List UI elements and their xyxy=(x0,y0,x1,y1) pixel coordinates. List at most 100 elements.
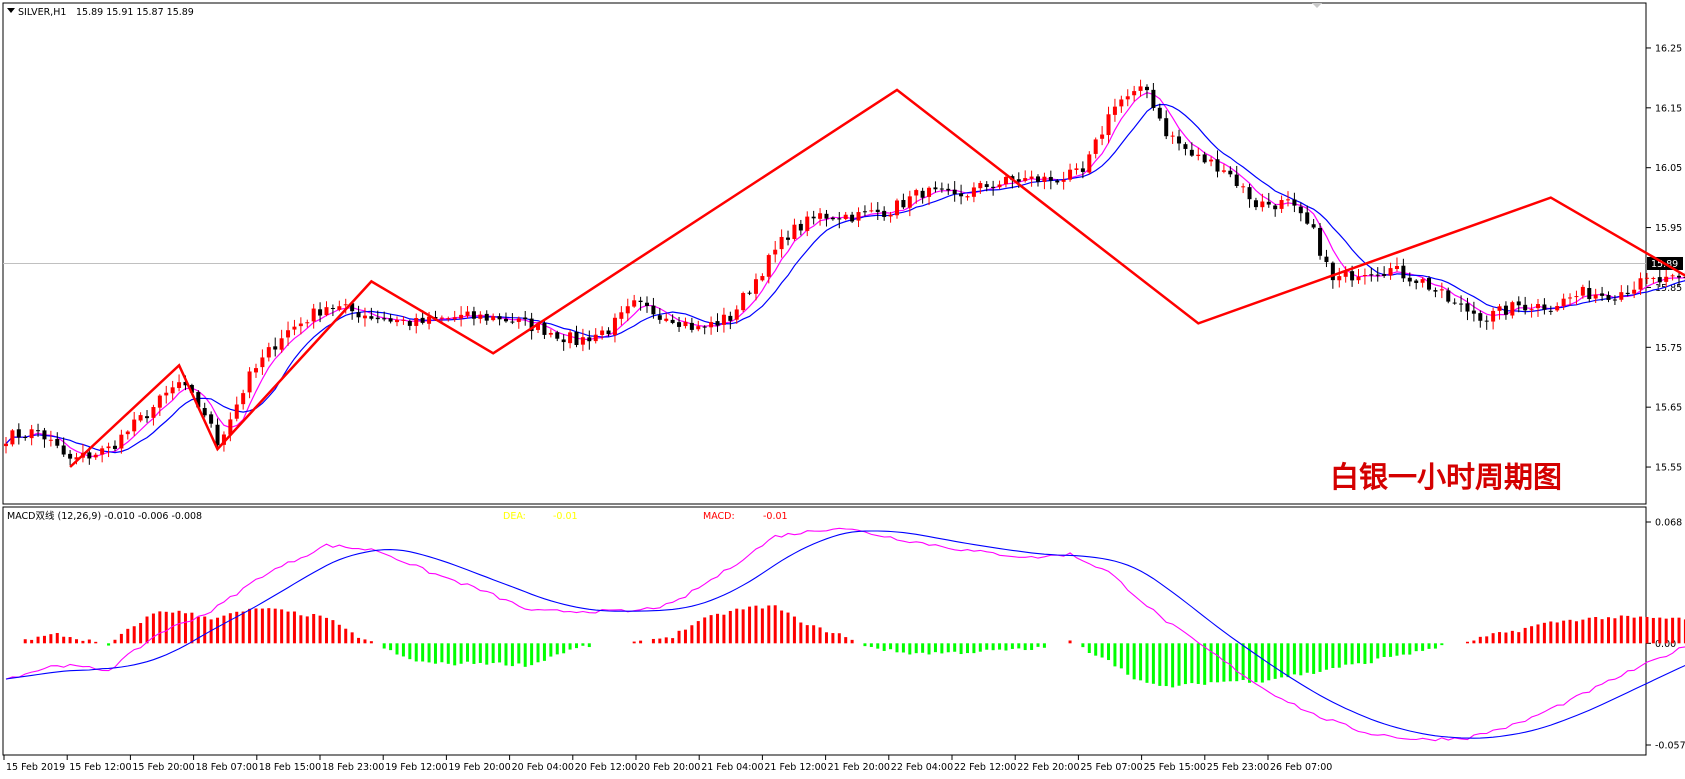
dropdown-triangle-icon[interactable] xyxy=(7,8,15,13)
candle xyxy=(1183,142,1188,156)
macd-hist-bar xyxy=(1036,643,1040,647)
macd-hist-bar xyxy=(1318,643,1322,672)
macd-hist-bar xyxy=(760,608,764,644)
macd-hist-bar xyxy=(703,617,707,644)
candle-body xyxy=(657,315,662,320)
candle-body xyxy=(555,332,560,339)
candle-body xyxy=(888,214,893,217)
candle-body xyxy=(1683,276,1685,278)
candle xyxy=(715,313,720,333)
candle xyxy=(1253,197,1258,211)
candle xyxy=(407,319,412,331)
candle-body xyxy=(753,279,758,294)
macd-hist-bar xyxy=(1414,643,1418,652)
candle-body xyxy=(183,381,188,386)
candle-body xyxy=(1042,176,1047,182)
candle-body xyxy=(1670,275,1675,277)
candle xyxy=(1657,268,1662,288)
macd-hist-bar xyxy=(805,625,809,644)
time-axis: 15 Feb 2019 15 Feb 12:00 15 Feb 20:00 18 Fe… xyxy=(3,755,1332,773)
candle-body xyxy=(1189,149,1194,156)
candle-body xyxy=(145,416,150,419)
macd-hist-bar xyxy=(671,638,675,644)
candle-body xyxy=(1427,278,1432,290)
candle xyxy=(1433,287,1438,298)
candle-body xyxy=(1330,262,1335,281)
candle-body xyxy=(286,330,291,338)
macd-hist-bar xyxy=(1324,643,1328,670)
candle xyxy=(1112,98,1117,122)
candle-body xyxy=(850,214,855,222)
macd-hist-bar xyxy=(1145,643,1149,683)
macd-hist-bar xyxy=(203,616,207,644)
macd-hist-bar xyxy=(145,616,149,644)
candle xyxy=(253,363,258,378)
macd-hist-bar xyxy=(1312,643,1316,674)
candle-body xyxy=(1420,279,1425,283)
candle-body xyxy=(837,218,842,220)
macd-hist-bar xyxy=(55,633,59,644)
candle xyxy=(1023,170,1028,183)
candle xyxy=(1337,267,1342,288)
candle-body xyxy=(1324,256,1329,263)
candle xyxy=(638,296,643,311)
candle xyxy=(1170,131,1175,144)
candle-body xyxy=(1510,302,1515,316)
time-tick-label: 15 Feb 12:00 xyxy=(69,762,131,773)
candle-body xyxy=(1561,298,1566,306)
macd-hist-bar xyxy=(151,613,155,644)
candle-body xyxy=(369,316,374,319)
macd-hist-bar xyxy=(1042,643,1046,648)
candle-body xyxy=(177,382,182,388)
macd-hist-bar xyxy=(716,613,720,644)
candle xyxy=(811,210,816,225)
macd-hist-bar xyxy=(1478,636,1482,644)
macd-hist-bar xyxy=(1626,615,1630,644)
candle-body xyxy=(1221,170,1226,172)
candle xyxy=(266,342,271,362)
candle xyxy=(247,367,252,399)
candle-body xyxy=(164,392,169,396)
candle-body xyxy=(798,223,803,231)
candle-body xyxy=(273,346,278,350)
candle xyxy=(657,308,662,324)
candle xyxy=(330,304,335,317)
candle-body xyxy=(1273,205,1278,210)
candle-body xyxy=(1356,276,1361,281)
macd-hist-bar xyxy=(555,643,559,655)
macd-hist-bar xyxy=(581,643,585,646)
macd-hist-bar xyxy=(837,633,841,644)
candle xyxy=(401,316,406,325)
candle xyxy=(645,296,649,313)
macd-hist-bar xyxy=(959,643,963,655)
candle-body xyxy=(1497,306,1502,311)
macd-indicator-label: MACD双线 (12,26,9) -0.010 -0.006 -0.008 xyxy=(7,510,202,522)
macd-hist-bar xyxy=(1363,643,1367,664)
candle xyxy=(600,326,605,340)
macd-hist-bar xyxy=(1530,626,1534,644)
candle-body xyxy=(1087,154,1092,173)
candle-body xyxy=(1452,302,1457,304)
macd-hist-bar xyxy=(562,643,566,654)
candle-body xyxy=(959,193,964,197)
time-tick-label: 22 Feb 20:00 xyxy=(1017,762,1079,773)
candle xyxy=(747,290,752,296)
candle-body xyxy=(1286,199,1290,201)
candle xyxy=(414,313,419,334)
candle-body xyxy=(1241,186,1246,188)
candle xyxy=(16,423,21,445)
candle-body xyxy=(16,429,21,438)
macd-hist-bar xyxy=(1248,643,1252,683)
macd-hist-bar xyxy=(1196,643,1200,684)
macd-hist-bar xyxy=(639,640,643,644)
candle-body xyxy=(125,431,130,435)
candle xyxy=(664,313,669,323)
macd-hist-bar xyxy=(389,643,393,651)
chart-shift-marker-icon[interactable] xyxy=(1312,3,1322,8)
macd-hist-bar xyxy=(1260,643,1264,683)
macd-hist-bar xyxy=(536,643,540,663)
macd-hist-bar xyxy=(728,610,732,644)
macd-hist-bar xyxy=(292,611,296,644)
macd-hist-bar xyxy=(1491,633,1495,644)
